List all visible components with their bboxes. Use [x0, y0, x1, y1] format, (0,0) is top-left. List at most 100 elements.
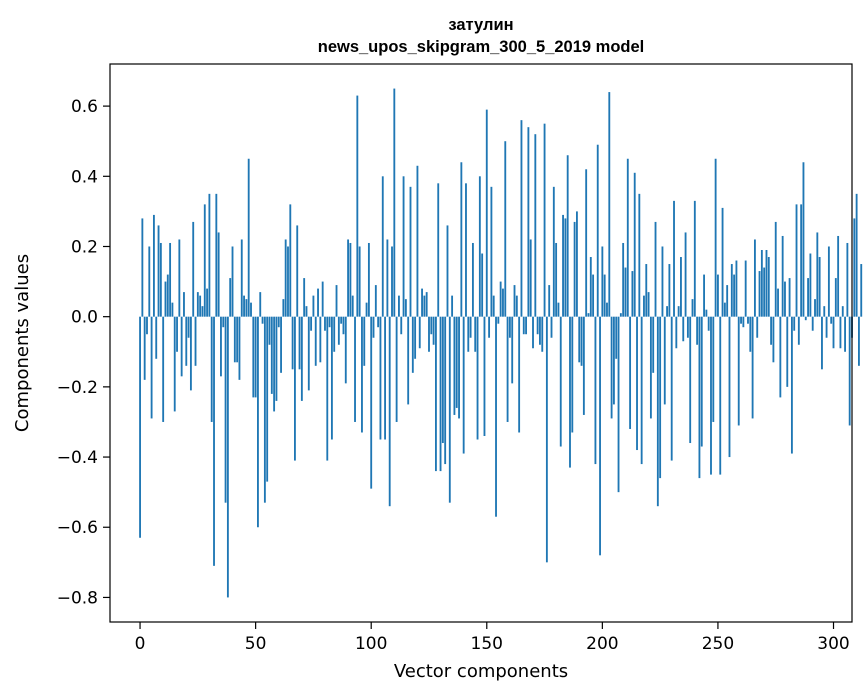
- bar-32: [213, 316, 215, 566]
- bar-13: [169, 242, 172, 317]
- bar-105: [381, 176, 384, 317]
- bar-62: [282, 299, 285, 317]
- bar-30: [208, 193, 211, 317]
- bar-139: [460, 162, 463, 317]
- bar-101: [372, 316, 375, 338]
- bar-284: [795, 204, 798, 317]
- bar-236: [684, 232, 687, 317]
- bar-34: [217, 232, 220, 317]
- bar-109: [391, 246, 393, 317]
- bar-10: [162, 316, 165, 422]
- bar-81: [326, 316, 329, 461]
- y-tick-label: −0.6: [57, 518, 98, 538]
- bar-38: [226, 316, 229, 598]
- bar-26: [199, 295, 202, 317]
- bar-98: [365, 302, 368, 317]
- bar-106: [384, 316, 386, 440]
- y-tick-label: −0.2: [57, 378, 98, 398]
- bar-147: [478, 176, 481, 317]
- bar-114: [402, 176, 405, 317]
- bar-94: [356, 95, 359, 317]
- bar-277: [779, 316, 782, 398]
- bar-6: [152, 214, 155, 317]
- bar-260: [740, 316, 742, 324]
- bar-100: [370, 316, 373, 489]
- bar-14: [171, 302, 174, 317]
- bar-267: [756, 316, 759, 338]
- bar-55: [266, 316, 269, 482]
- bar-91: [349, 242, 352, 317]
- bar-136: [453, 316, 456, 415]
- bar-245: [705, 309, 708, 317]
- bar-87: [340, 316, 343, 324]
- bar-305: [844, 316, 846, 352]
- bar-80: [324, 316, 326, 331]
- bar-193: [585, 169, 588, 317]
- bar-63: [284, 239, 287, 317]
- bar-65: [289, 204, 292, 317]
- bar-9: [159, 242, 162, 317]
- bar-110: [393, 88, 396, 317]
- bar-200: [601, 246, 604, 317]
- bar-179: [552, 186, 555, 317]
- x-axis-ticks: 0 50 100 150 200 250 300: [135, 622, 850, 654]
- bar-69: [298, 316, 301, 370]
- bar-83: [330, 316, 333, 440]
- bar-60: [277, 316, 280, 328]
- bar-235: [682, 316, 685, 342]
- bar-287: [802, 162, 805, 317]
- y-tick-label: 0.6: [71, 97, 98, 117]
- bar-238: [689, 316, 692, 444]
- bar-165: [520, 120, 523, 317]
- bar-208: [619, 313, 622, 317]
- bar-312: [860, 264, 863, 317]
- bar-247: [710, 316, 712, 475]
- bar-215: [636, 316, 638, 451]
- bar-84: [333, 316, 336, 352]
- bar-116: [407, 316, 410, 405]
- bar-140: [462, 316, 465, 454]
- bar-191: [580, 316, 583, 366]
- bar-310: [855, 193, 858, 317]
- bar-53: [261, 316, 264, 324]
- bar-77: [317, 288, 319, 317]
- bar-292: [814, 299, 816, 317]
- bar-49: [252, 316, 255, 398]
- bar-256: [730, 264, 733, 317]
- bar-224: [656, 316, 659, 507]
- bar-265: [751, 316, 754, 419]
- bar-258: [735, 260, 738, 317]
- bar-183: [562, 214, 564, 317]
- bar-188: [573, 221, 576, 317]
- bar-107: [386, 239, 389, 317]
- bar-157: [502, 288, 504, 317]
- bar-73: [307, 316, 310, 391]
- bar-151: [488, 316, 491, 338]
- x-tick-label: 100: [355, 634, 387, 654]
- bar-67: [294, 316, 296, 461]
- bar-163: [515, 295, 518, 317]
- bar-279: [784, 281, 786, 317]
- bar-22: [189, 316, 192, 391]
- bar-216: [638, 193, 641, 317]
- bar-66: [291, 316, 294, 370]
- bar-259: [737, 316, 740, 426]
- bar-133: [446, 225, 449, 317]
- bar-41: [233, 316, 236, 363]
- bar-122: [421, 288, 423, 317]
- bar-291: [811, 316, 814, 331]
- bar-115: [404, 299, 407, 317]
- bar-286: [800, 204, 803, 317]
- bar-50: [254, 316, 257, 398]
- bar-56: [268, 316, 271, 345]
- bar-85: [335, 285, 338, 317]
- bar-164: [518, 316, 521, 433]
- bar-241: [696, 316, 699, 345]
- bar-126: [430, 316, 433, 335]
- x-tick-label: 250: [702, 634, 734, 654]
- bar-306: [846, 242, 849, 317]
- bar-152: [490, 186, 493, 317]
- bar-296: [823, 306, 826, 317]
- bar-95: [358, 246, 361, 317]
